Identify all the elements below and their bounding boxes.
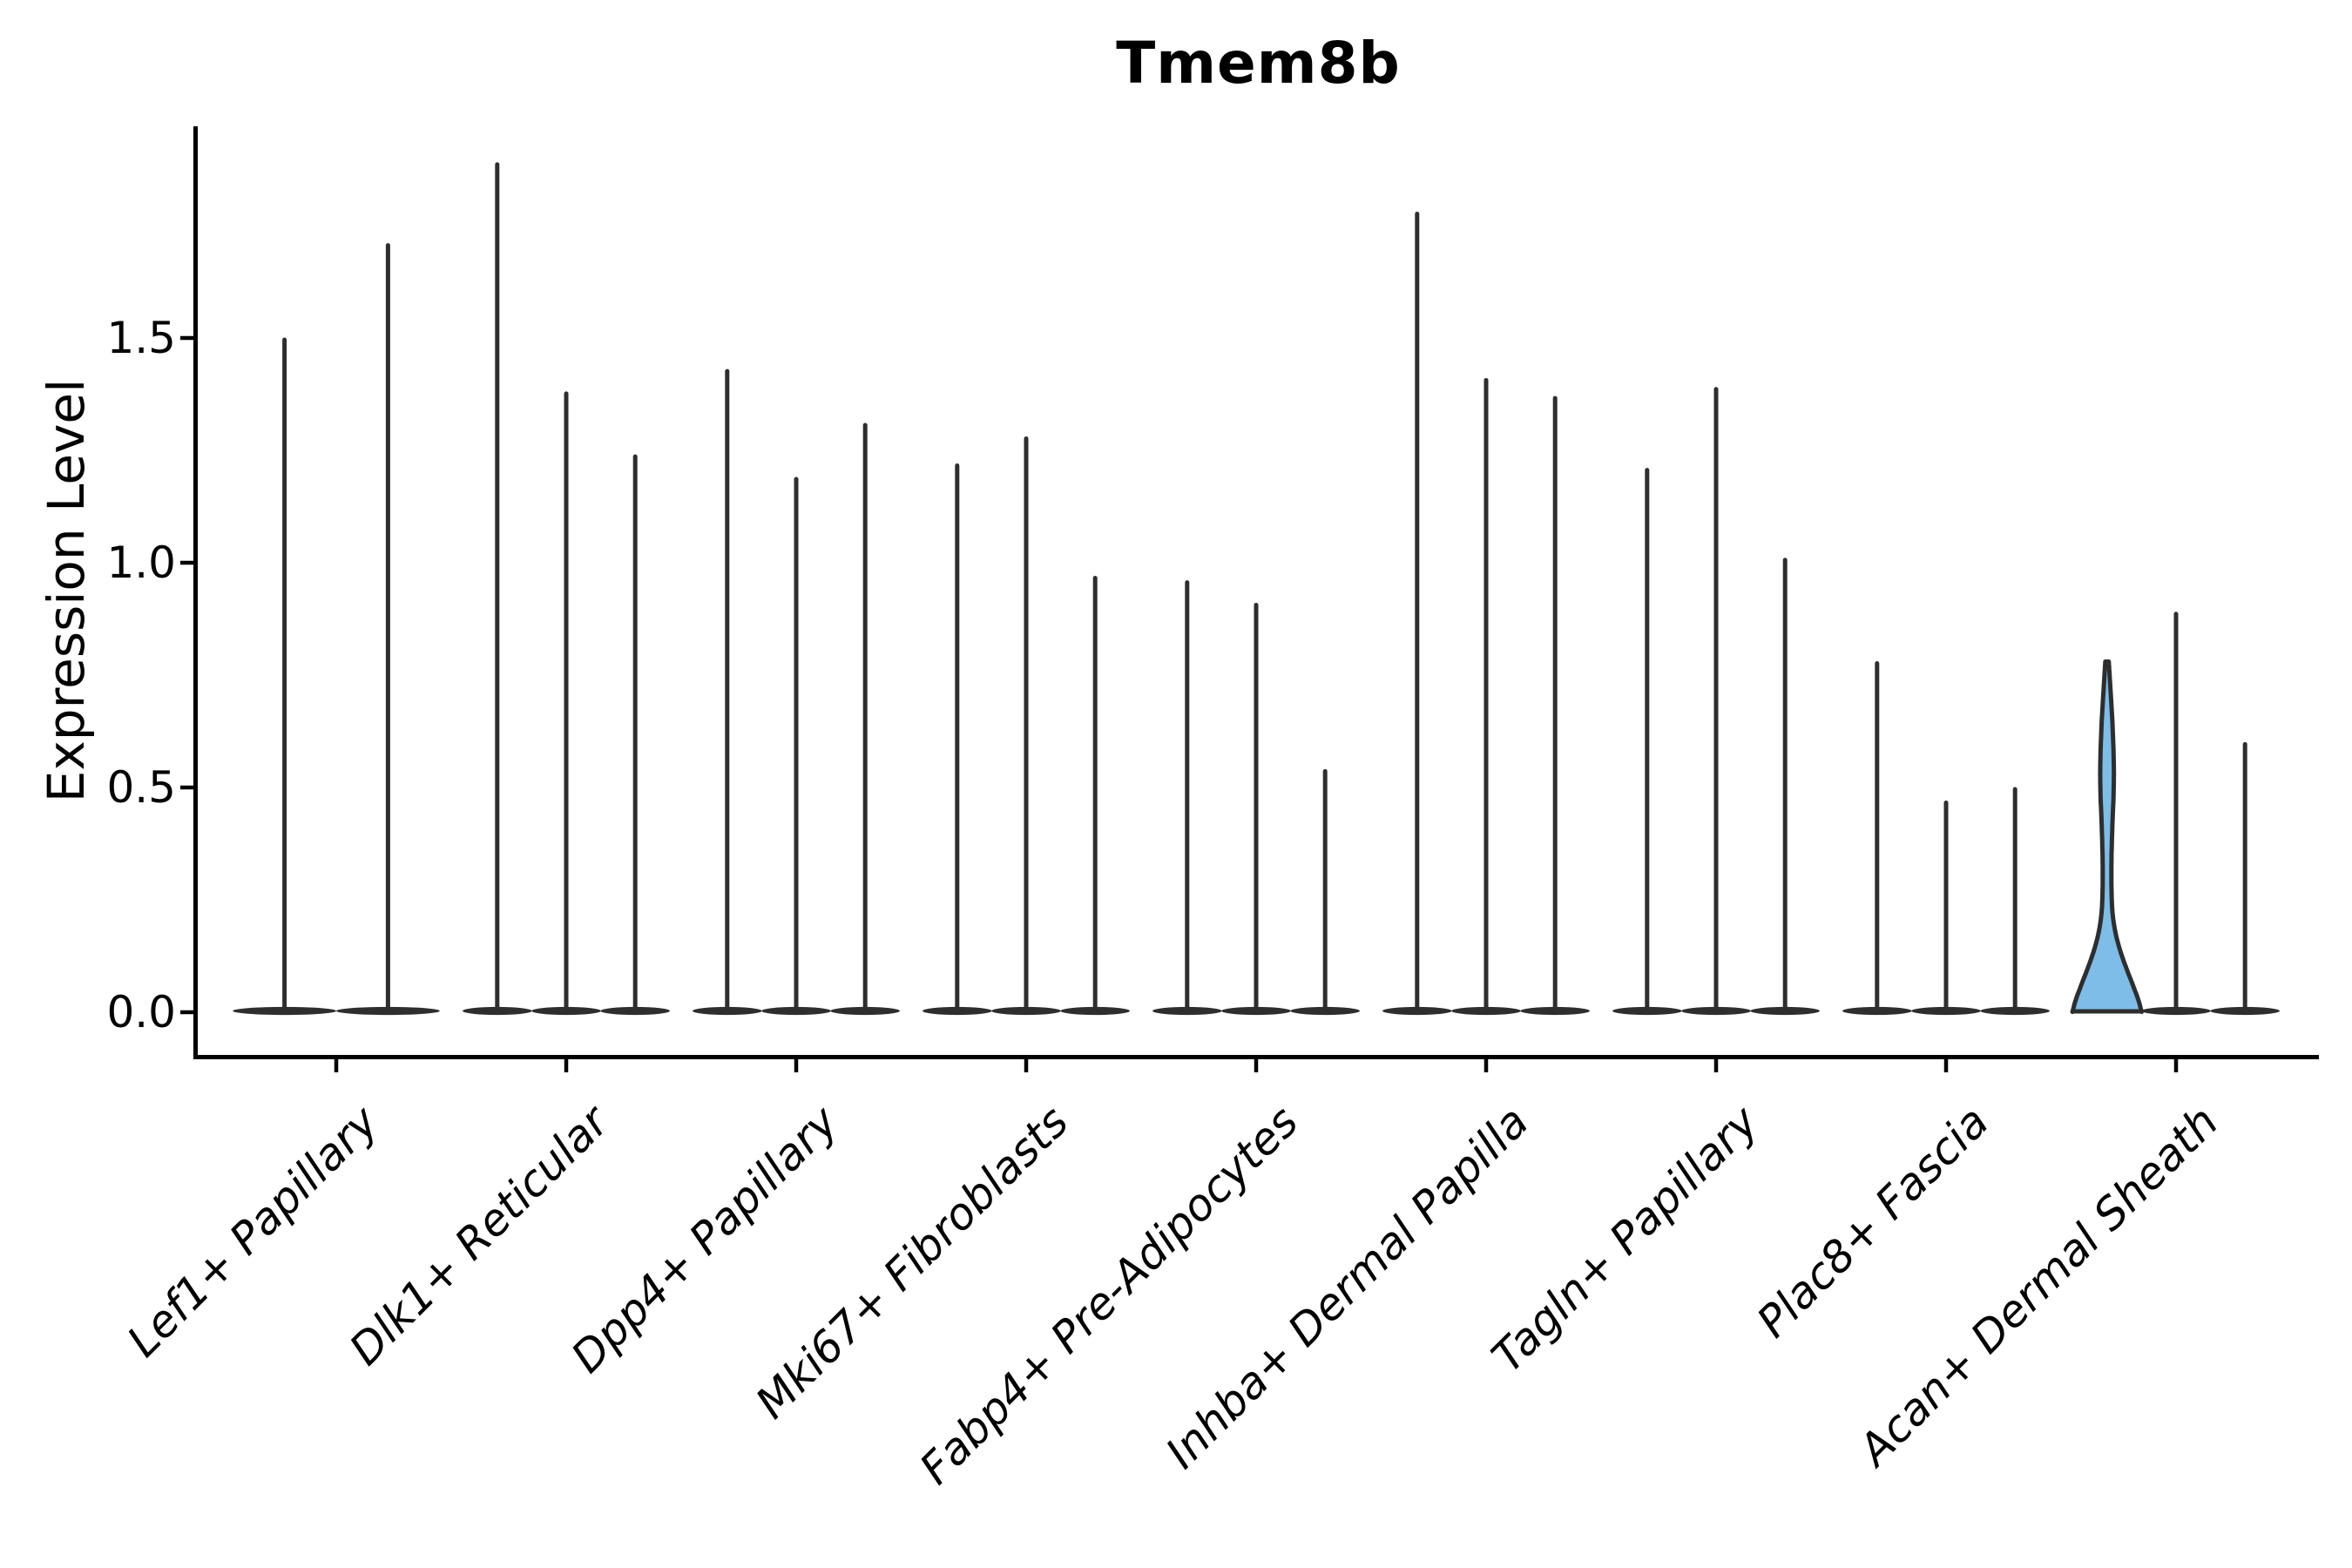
violin-base — [1520, 1006, 1590, 1016]
x-tick — [1484, 1059, 1489, 1072]
y-tick-label: 1.0 — [106, 537, 176, 588]
y-tick — [180, 785, 193, 790]
y-tick — [180, 335, 193, 341]
violin-base — [336, 1006, 440, 1016]
y-tick — [180, 560, 193, 565]
violin-base — [830, 1006, 900, 1016]
chart-title: Tmem8b — [1116, 30, 1401, 97]
violin-base — [1980, 1006, 2050, 1016]
violin-base — [2210, 1006, 2280, 1016]
violin-base — [1911, 1006, 1981, 1016]
x-tick — [334, 1059, 339, 1072]
violin-base — [1060, 1006, 1130, 1016]
violin-base — [1221, 1006, 1291, 1016]
violin-base — [1451, 1006, 1521, 1016]
x-tick — [1713, 1059, 1719, 1072]
x-tick — [2173, 1059, 2179, 1072]
violin-base — [761, 1006, 831, 1016]
violin-base — [600, 1006, 670, 1016]
violin-base — [463, 1006, 532, 1016]
violin-base — [531, 1006, 601, 1016]
violin-base — [1382, 1006, 1452, 1016]
violin-base — [923, 1006, 992, 1016]
x-tick — [1943, 1059, 1949, 1072]
highlighted-violin — [2070, 659, 2144, 1015]
violin-base — [693, 1006, 762, 1016]
y-tick-label: 1.5 — [106, 313, 176, 363]
y-tick — [180, 1010, 193, 1015]
violin-base — [2141, 1006, 2211, 1016]
violin-base — [1290, 1006, 1360, 1016]
y-axis-spine — [193, 126, 198, 1059]
violin-base — [991, 1006, 1061, 1016]
x-tick — [794, 1059, 799, 1072]
violin-base — [1152, 1006, 1222, 1016]
violin-base — [1681, 1006, 1751, 1016]
x-tick — [564, 1059, 569, 1072]
violin-base — [1842, 1006, 1912, 1016]
violin-base — [233, 1006, 336, 1016]
y-tick-label: 0.5 — [106, 762, 176, 813]
x-tick — [1254, 1059, 1259, 1072]
violin-base — [1612, 1006, 1682, 1016]
violin-base — [1750, 1006, 1820, 1016]
x-axis-spine — [193, 1055, 2319, 1059]
x-tick — [1024, 1059, 1029, 1072]
y-tick-label: 0.0 — [106, 987, 176, 1037]
